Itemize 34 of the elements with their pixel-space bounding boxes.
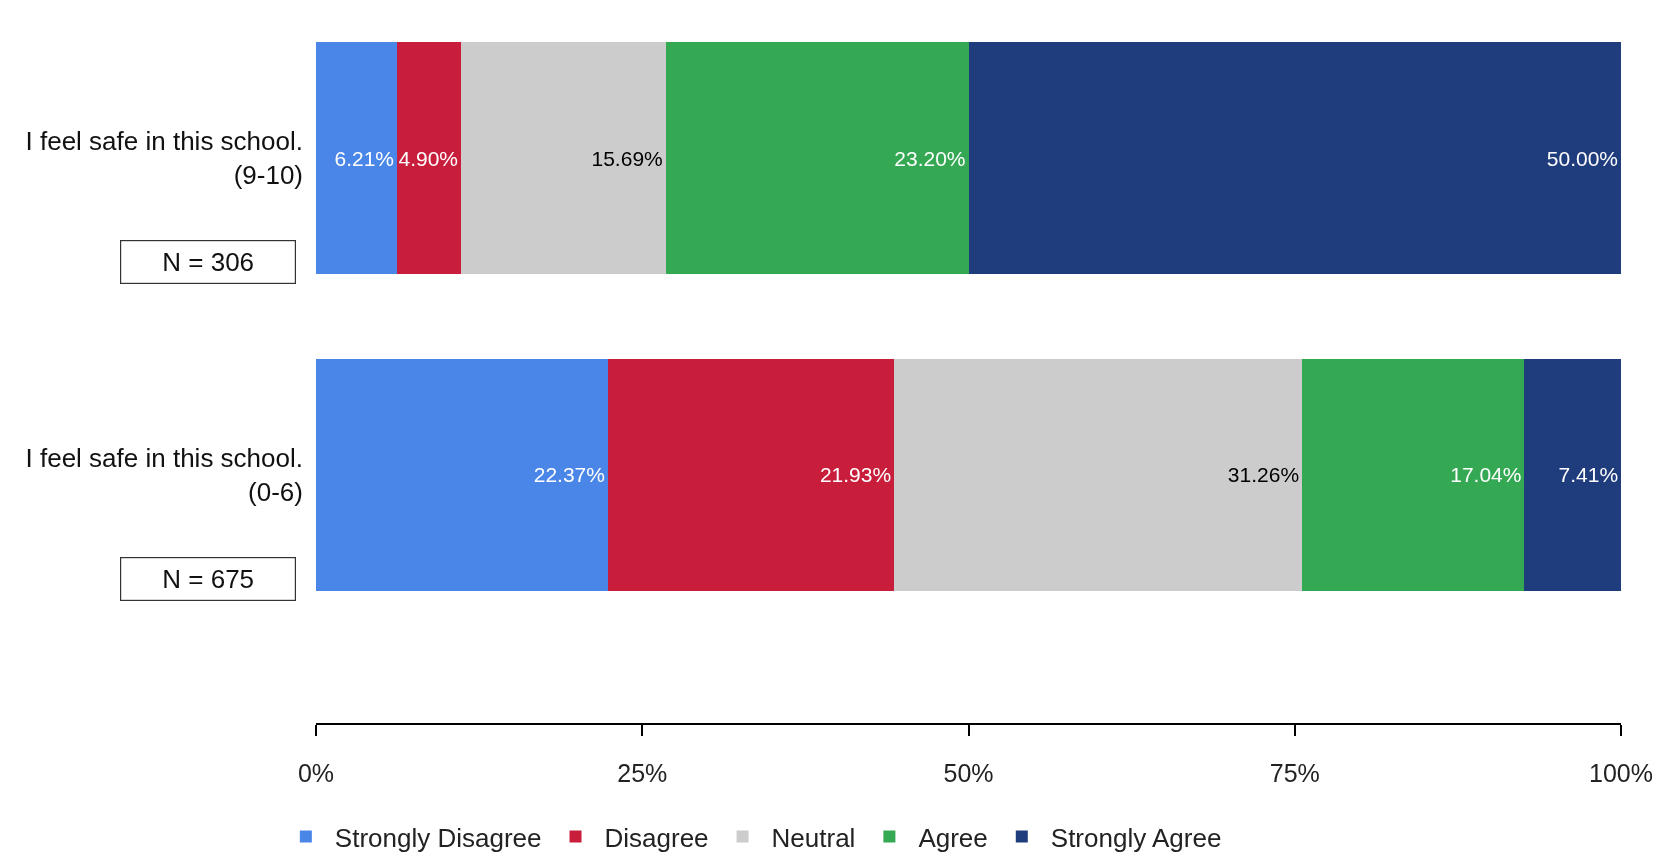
data-label: 31.26%: [1227, 463, 1300, 487]
x-tick-label: 25%: [617, 758, 668, 787]
data-label: 6.21%: [334, 146, 395, 170]
data-label: 4.90%: [398, 146, 458, 170]
bar: [894, 358, 1303, 591]
data-label: 21.93%: [819, 463, 892, 487]
legend-label: Disagree: [604, 822, 709, 853]
bar: [1524, 358, 1621, 591]
data-label: 7.41%: [1558, 463, 1619, 487]
legend-label: Strongly Agree: [1050, 822, 1222, 853]
x-tick-label: 100%: [1589, 758, 1653, 787]
text: N = 675: [162, 564, 255, 595]
legend-label: Neutral: [771, 822, 856, 853]
bar: [665, 42, 969, 275]
text: N = 306: [162, 247, 255, 278]
x-tick-label: 0%: [297, 758, 335, 787]
data-label: 23.20%: [894, 146, 966, 170]
data-label: 50.00%: [1546, 146, 1618, 170]
bar: [968, 42, 1621, 275]
bar: [316, 42, 398, 275]
bar: [316, 358, 608, 591]
bar: [460, 42, 666, 275]
data-label: 17.04%: [1450, 463, 1522, 487]
legend-label: Agree: [918, 822, 988, 853]
y-tick-label: I feel safe in this school. (9-10): [25, 126, 303, 191]
bar: [1302, 358, 1525, 591]
x-tick-label: 75%: [1269, 758, 1320, 787]
bar: [397, 42, 461, 275]
bar: [607, 358, 895, 591]
legend-label: Strongly Disagree: [334, 822, 542, 853]
y-tick-label: I feel safe in this school. (0-6): [25, 442, 303, 507]
x-tick-label: 50%: [943, 758, 994, 787]
data-label: 15.69%: [591, 146, 663, 170]
data-label: 22.37%: [533, 463, 605, 487]
